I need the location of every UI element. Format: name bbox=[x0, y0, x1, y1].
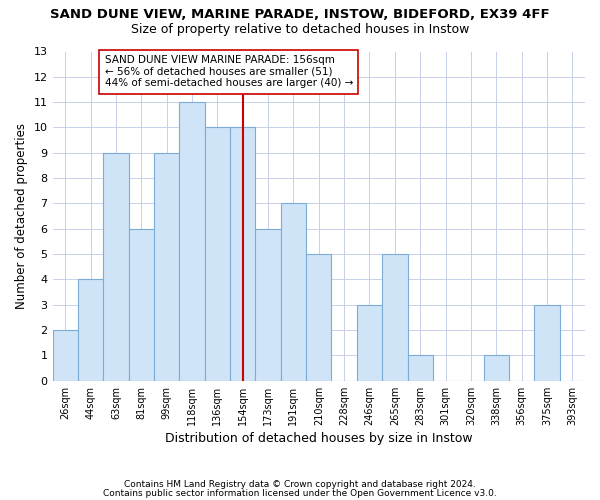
Bar bbox=[256, 229, 281, 381]
Bar bbox=[128, 229, 154, 381]
X-axis label: Distribution of detached houses by size in Instow: Distribution of detached houses by size … bbox=[165, 432, 473, 445]
Text: SAND DUNE VIEW MARINE PARADE: 156sqm
← 56% of detached houses are smaller (51)
4: SAND DUNE VIEW MARINE PARADE: 156sqm ← 5… bbox=[104, 56, 353, 88]
Bar bbox=[382, 254, 407, 381]
Bar bbox=[306, 254, 331, 381]
Y-axis label: Number of detached properties: Number of detached properties bbox=[15, 123, 28, 309]
Text: Contains public sector information licensed under the Open Government Licence v3: Contains public sector information licen… bbox=[103, 488, 497, 498]
Bar bbox=[154, 153, 179, 381]
Bar bbox=[103, 153, 128, 381]
Text: Contains HM Land Registry data © Crown copyright and database right 2024.: Contains HM Land Registry data © Crown c… bbox=[124, 480, 476, 489]
Bar bbox=[281, 204, 306, 381]
Bar bbox=[78, 280, 103, 381]
Bar bbox=[179, 102, 205, 381]
Bar bbox=[407, 356, 433, 381]
Bar bbox=[205, 128, 230, 381]
Text: SAND DUNE VIEW, MARINE PARADE, INSTOW, BIDEFORD, EX39 4FF: SAND DUNE VIEW, MARINE PARADE, INSTOW, B… bbox=[50, 8, 550, 20]
Bar bbox=[534, 305, 560, 381]
Bar bbox=[230, 128, 256, 381]
Bar bbox=[357, 305, 382, 381]
Bar bbox=[53, 330, 78, 381]
Bar bbox=[484, 356, 509, 381]
Text: Size of property relative to detached houses in Instow: Size of property relative to detached ho… bbox=[131, 22, 469, 36]
